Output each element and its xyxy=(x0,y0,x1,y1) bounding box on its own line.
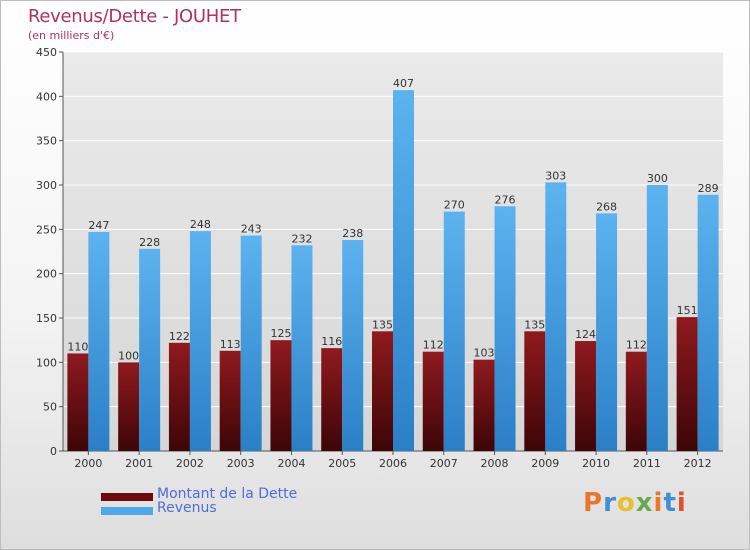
y-tick-label: 0 xyxy=(50,445,57,458)
value-label-revenus-2005: 238 xyxy=(342,227,363,240)
proxiti-logo: Proxiti xyxy=(583,488,687,518)
bar-revenus-2004 xyxy=(291,245,313,451)
x-tick-label-2005: 2005 xyxy=(328,457,356,470)
value-label-dette-2007: 112 xyxy=(423,339,444,352)
value-label-revenus-2001: 228 xyxy=(139,236,160,249)
bar-dette-2000 xyxy=(67,353,89,451)
value-label-dette-2004: 125 xyxy=(270,327,291,340)
value-label-dette-2003: 113 xyxy=(220,338,241,351)
x-tick-label-2012: 2012 xyxy=(684,457,712,470)
bar-revenus-2006 xyxy=(393,90,414,452)
x-tick-label-2001: 2001 xyxy=(125,457,153,470)
x-tick-label-2007: 2007 xyxy=(430,457,458,470)
x-tick-label-2008: 2008 xyxy=(481,457,509,470)
value-label-dette-2009: 135 xyxy=(524,318,545,331)
bar-revenus-2010 xyxy=(596,213,618,451)
bar-dette-2001 xyxy=(118,362,140,451)
value-label-revenus-2002: 248 xyxy=(190,218,211,231)
value-label-revenus-2012: 289 xyxy=(698,182,719,195)
y-tick-label: 450 xyxy=(36,46,57,59)
value-label-dette-2011: 112 xyxy=(626,339,647,352)
value-label-revenus-2010: 268 xyxy=(596,200,617,213)
value-label-dette-2002: 122 xyxy=(169,330,190,343)
bar-revenus-2012 xyxy=(697,194,719,451)
value-label-dette-2012: 151 xyxy=(677,304,698,317)
value-label-revenus-2006: 407 xyxy=(393,77,414,90)
value-label-dette-2008: 103 xyxy=(474,347,495,360)
x-tick-label-2002: 2002 xyxy=(176,457,204,470)
bar-revenus-2001 xyxy=(139,248,161,451)
x-tick-label-2006: 2006 xyxy=(379,457,407,470)
value-label-revenus-2009: 303 xyxy=(545,169,566,182)
bar-dette-2004 xyxy=(270,340,292,451)
y-tick-label: 200 xyxy=(36,268,57,281)
bar-dette-2009 xyxy=(524,331,546,451)
chart-subtitle: (en milliers d'€) xyxy=(28,29,115,42)
bar-dette-2010 xyxy=(575,341,597,451)
y-tick-label: 50 xyxy=(43,401,57,414)
bar-dette-2011 xyxy=(625,351,647,451)
legend-swatch-revenus xyxy=(101,507,153,515)
bar-revenus-2009 xyxy=(545,182,567,451)
value-label-revenus-2008: 276 xyxy=(495,193,516,206)
bar-dette-2007 xyxy=(422,351,444,451)
y-tick-label: 150 xyxy=(36,312,57,325)
bar-dette-2008 xyxy=(473,359,495,451)
bar-revenus-2003 xyxy=(240,235,262,451)
value-label-dette-2001: 100 xyxy=(118,349,139,362)
bar-dette-2012 xyxy=(676,317,698,451)
bar-revenus-2008 xyxy=(494,206,516,451)
x-tick-label-2011: 2011 xyxy=(633,457,661,470)
bar-dette-2002 xyxy=(168,342,190,451)
y-tick-label: 350 xyxy=(36,135,57,148)
legend-label-dette: Montant de la Dette xyxy=(157,486,298,502)
bar-dette-2005 xyxy=(321,348,343,451)
bar-dette-2003 xyxy=(219,350,241,451)
x-tick-label-2010: 2010 xyxy=(582,457,610,470)
bar-revenus-2011 xyxy=(646,185,668,451)
x-tick-label-2003: 2003 xyxy=(227,457,255,470)
value-label-dette-2000: 110 xyxy=(67,340,88,353)
value-label-revenus-2004: 232 xyxy=(291,232,312,245)
y-tick-label: 300 xyxy=(36,179,57,192)
value-label-revenus-2007: 270 xyxy=(444,199,465,212)
bar-revenus-2000 xyxy=(88,231,110,451)
value-label-dette-2010: 124 xyxy=(575,328,596,341)
bar-revenus-2002 xyxy=(189,231,211,451)
value-label-revenus-2011: 300 xyxy=(647,172,668,185)
legend-label-revenus: Revenus xyxy=(157,500,217,516)
bar-revenus-2005 xyxy=(342,239,364,451)
value-label-dette-2006: 135 xyxy=(372,318,393,331)
y-tick-label: 250 xyxy=(36,223,57,236)
y-tick-label: 400 xyxy=(36,90,57,103)
value-label-dette-2005: 116 xyxy=(321,335,342,348)
x-tick-label-2004: 2004 xyxy=(277,457,305,470)
x-tick-label-2009: 2009 xyxy=(531,457,559,470)
value-label-revenus-2003: 243 xyxy=(241,223,262,236)
bar-dette-2006 xyxy=(372,331,393,451)
x-tick-label-2000: 2000 xyxy=(74,457,102,470)
bar-revenus-2007 xyxy=(443,211,465,451)
value-label-revenus-2000: 247 xyxy=(88,219,109,232)
chart-title: Revenus/Dette - JOUHET xyxy=(28,6,241,27)
y-tick-label: 100 xyxy=(36,356,57,369)
legend-swatch-dette xyxy=(101,493,153,501)
